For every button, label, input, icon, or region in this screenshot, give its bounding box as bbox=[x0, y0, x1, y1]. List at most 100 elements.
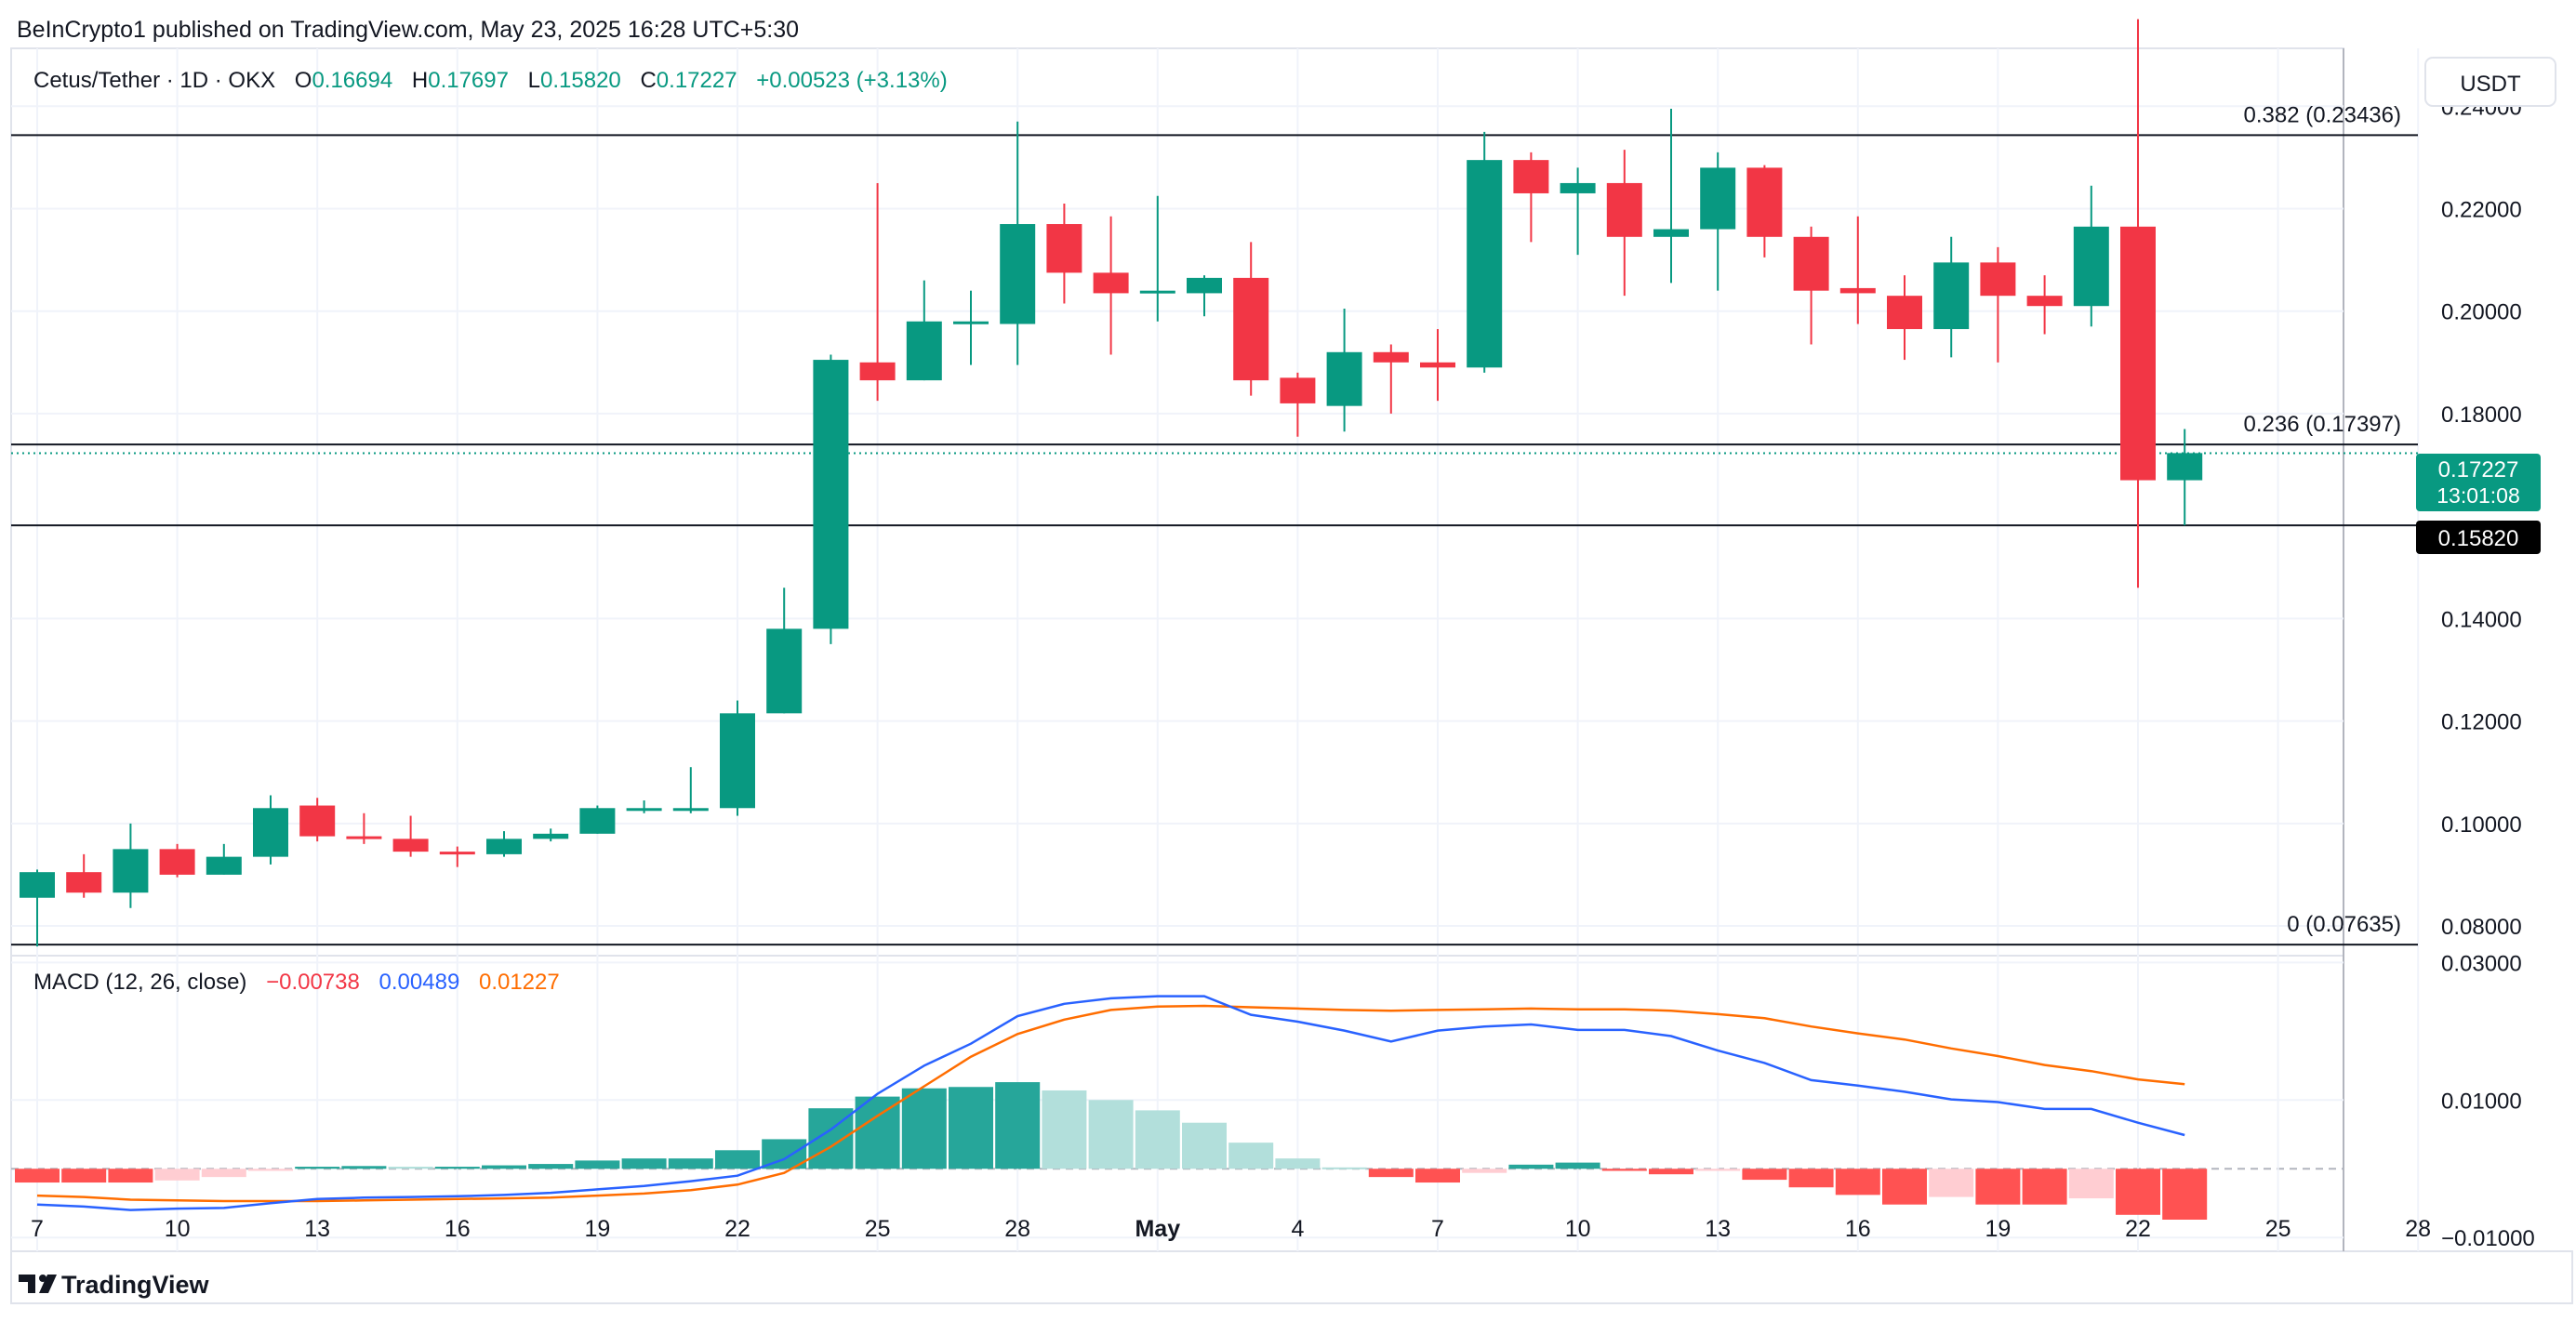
time-tick-label: 13 bbox=[304, 1216, 330, 1242]
candle bbox=[159, 843, 195, 878]
macd-histogram-bar bbox=[1835, 1169, 1880, 1196]
time-tick-label: 10 bbox=[1565, 1216, 1591, 1242]
macd-histogram-bar bbox=[1415, 1169, 1460, 1183]
candle-body bbox=[533, 833, 569, 839]
time-tick-label: 22 bbox=[2125, 1216, 2151, 1242]
countdown-value: 13:01:08 bbox=[2437, 483, 2520, 508]
last-price-value: 0.17227 bbox=[2438, 457, 2519, 482]
candle bbox=[1980, 246, 2016, 363]
price-tick-label: 0.10000 bbox=[2441, 812, 2522, 838]
ohlc-key-low: L bbox=[528, 68, 540, 93]
candle-body bbox=[1560, 182, 1596, 193]
candle bbox=[2167, 429, 2203, 526]
candle-body bbox=[346, 836, 382, 839]
macd-histogram-bar bbox=[248, 1169, 293, 1171]
time-tick-label: 16 bbox=[1845, 1216, 1871, 1242]
low-badge-bg bbox=[2416, 521, 2541, 554]
candle bbox=[439, 846, 475, 867]
candle-body bbox=[253, 808, 288, 857]
candle bbox=[1046, 203, 1082, 304]
candle bbox=[1933, 236, 1970, 358]
candle-body bbox=[906, 321, 942, 381]
candle bbox=[113, 823, 149, 908]
time-tick-label: 4 bbox=[1291, 1216, 1304, 1242]
candle-body bbox=[1420, 362, 1455, 368]
macd-histogram-bar bbox=[482, 1165, 526, 1169]
time-tick-label: 28 bbox=[1004, 1216, 1030, 1242]
price-tick-label: 0.08000 bbox=[2441, 915, 2522, 940]
time-tick-label: 16 bbox=[445, 1216, 471, 1242]
price-tick-label: 0.18000 bbox=[2441, 403, 2522, 428]
candle-body bbox=[1187, 277, 1222, 294]
price-tick-label: 0.14000 bbox=[2441, 607, 2522, 632]
candle bbox=[346, 812, 382, 844]
macd-histogram-bar bbox=[1462, 1169, 1507, 1173]
candle bbox=[1606, 150, 1642, 297]
macd-histogram-bar bbox=[1508, 1164, 1554, 1169]
fib-levels: 0.382 (0.23436) 0.236 (0.17397) 0 (0.07635… bbox=[11, 102, 2418, 946]
macd-histogram-bar bbox=[1649, 1169, 1693, 1175]
candle-body bbox=[1746, 167, 1783, 237]
macd-legend: MACD (12, 26, close) −0.00738 0.00489 0.… bbox=[33, 970, 560, 995]
ohlc-value-low: 0.15820 bbox=[540, 68, 621, 93]
candle-body bbox=[1233, 277, 1269, 381]
tradingview-logo-icon bbox=[19, 1275, 57, 1293]
candle-body bbox=[1467, 160, 1503, 368]
candle bbox=[1280, 372, 1316, 437]
candle bbox=[672, 767, 709, 813]
candle bbox=[1187, 275, 1222, 317]
candle bbox=[766, 588, 803, 714]
candle bbox=[206, 843, 242, 875]
candle-body bbox=[1280, 377, 1316, 403]
candle-body bbox=[1139, 290, 1175, 294]
candle bbox=[720, 700, 755, 816]
candle bbox=[1513, 152, 1549, 243]
candle-body bbox=[1887, 296, 1922, 330]
time-axis: 7 10 13 16 19 22 25 28 May 4 7 10 13 16 19 22 25 28 bbox=[31, 1216, 2431, 1242]
candle bbox=[1467, 131, 1503, 373]
candle bbox=[1839, 216, 1876, 324]
macd-hist-value: −0.00738 bbox=[266, 970, 360, 995]
currency-button[interactable] bbox=[2424, 57, 2556, 107]
candle bbox=[1887, 275, 1922, 361]
macd-histogram-bar bbox=[1742, 1169, 1787, 1181]
candle-body bbox=[1653, 229, 1689, 237]
low-line-badge: 0.15820 bbox=[2416, 521, 2541, 554]
candle bbox=[1373, 344, 1409, 414]
fib-level-label: 0.382 (0.23436) bbox=[2244, 102, 2401, 127]
candle-body bbox=[159, 849, 195, 875]
price-tick-label: 0.20000 bbox=[2441, 300, 2522, 325]
legend-symbol: Cetus/Tether · 1D · OKX O0.16694 H0.1769… bbox=[33, 68, 948, 93]
macd-line-value: 0.00489 bbox=[379, 970, 460, 995]
candle bbox=[1000, 121, 1036, 365]
macd-histogram-bar bbox=[388, 1167, 433, 1169]
ohlc-key-high: H bbox=[412, 68, 428, 93]
macd-tick-label: 0.01000 bbox=[2441, 1089, 2522, 1114]
macd-histogram-bar bbox=[434, 1167, 480, 1169]
price-tick-label: 0.12000 bbox=[2441, 710, 2522, 735]
candle bbox=[1139, 195, 1175, 322]
candle-body bbox=[2073, 226, 2109, 307]
tradingview-logo: TradingView bbox=[19, 1271, 210, 1299]
candle-body bbox=[299, 805, 336, 837]
candle-body bbox=[766, 628, 803, 714]
macd-histogram-bar bbox=[2022, 1169, 2067, 1205]
candle-body bbox=[579, 808, 616, 834]
candle-body bbox=[1513, 160, 1549, 193]
macd-histogram-bar bbox=[108, 1169, 153, 1183]
macd-histogram-bar bbox=[1321, 1167, 1367, 1169]
candle bbox=[813, 354, 849, 644]
ohlc-key-open: O bbox=[295, 68, 312, 93]
candle bbox=[906, 280, 942, 381]
candle bbox=[20, 869, 55, 947]
candle-body bbox=[20, 872, 55, 898]
candle-body bbox=[720, 713, 755, 809]
macd-histogram-bar bbox=[2068, 1169, 2114, 1199]
candle-body bbox=[1373, 351, 1409, 363]
candle-body bbox=[2120, 226, 2156, 481]
time-tick-label: May bbox=[1135, 1216, 1180, 1242]
candle-body bbox=[859, 362, 896, 381]
candle bbox=[66, 853, 102, 898]
